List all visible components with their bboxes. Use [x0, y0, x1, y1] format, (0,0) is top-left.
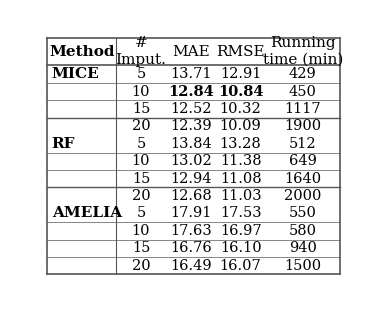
Text: 1900: 1900: [284, 119, 321, 133]
Text: 17.91: 17.91: [170, 206, 211, 220]
Text: 10: 10: [132, 224, 150, 238]
Text: Running
time (min): Running time (min): [263, 36, 343, 67]
Text: 5: 5: [136, 206, 146, 220]
Text: 12.68: 12.68: [170, 189, 212, 203]
Text: 10.84: 10.84: [218, 84, 263, 99]
Text: 17.53: 17.53: [220, 206, 262, 220]
Text: 10.32: 10.32: [220, 102, 262, 116]
Text: 20: 20: [132, 189, 150, 203]
Text: AMELIA: AMELIA: [52, 206, 122, 220]
Text: 16.97: 16.97: [220, 224, 262, 238]
Text: 16.49: 16.49: [170, 259, 212, 273]
Text: MAE: MAE: [172, 45, 210, 59]
Text: 15: 15: [132, 241, 150, 255]
Text: 12.91: 12.91: [220, 67, 261, 81]
Text: 1640: 1640: [284, 172, 321, 186]
Text: 649: 649: [289, 154, 317, 168]
Text: MICE: MICE: [52, 67, 99, 81]
Text: 12.52: 12.52: [170, 102, 212, 116]
Text: 13.71: 13.71: [170, 67, 212, 81]
Text: 15: 15: [132, 172, 150, 186]
Text: 11.08: 11.08: [220, 172, 262, 186]
Text: 580: 580: [289, 224, 317, 238]
Text: 11.03: 11.03: [220, 189, 262, 203]
Text: 16.07: 16.07: [220, 259, 262, 273]
Text: 16.10: 16.10: [220, 241, 262, 255]
Text: 10: 10: [132, 154, 150, 168]
Text: Method: Method: [49, 45, 115, 59]
Text: 16.76: 16.76: [170, 241, 212, 255]
Text: 13.28: 13.28: [220, 137, 262, 151]
Text: 5: 5: [136, 137, 146, 151]
Text: RMSE: RMSE: [216, 45, 265, 59]
Text: 15: 15: [132, 102, 150, 116]
Text: 512: 512: [289, 137, 317, 151]
Text: 13.02: 13.02: [170, 154, 212, 168]
Text: 450: 450: [289, 84, 317, 99]
Text: 10.09: 10.09: [220, 119, 262, 133]
Text: 1500: 1500: [284, 259, 321, 273]
Text: 20: 20: [132, 259, 150, 273]
Text: #
Imput.: # Imput.: [116, 36, 166, 67]
Text: 20: 20: [132, 119, 150, 133]
Text: 550: 550: [289, 206, 317, 220]
Text: 12.39: 12.39: [170, 119, 212, 133]
Text: 12.94: 12.94: [170, 172, 212, 186]
Text: 429: 429: [289, 67, 317, 81]
Text: 5: 5: [136, 67, 146, 81]
Text: 13.84: 13.84: [170, 137, 212, 151]
Text: 2000: 2000: [284, 189, 322, 203]
Text: 17.63: 17.63: [170, 224, 212, 238]
Text: RF: RF: [52, 137, 75, 151]
Text: 10: 10: [132, 84, 150, 99]
Text: 940: 940: [289, 241, 317, 255]
Text: 1117: 1117: [285, 102, 321, 116]
Text: 11.38: 11.38: [220, 154, 262, 168]
Text: 12.84: 12.84: [168, 84, 214, 99]
